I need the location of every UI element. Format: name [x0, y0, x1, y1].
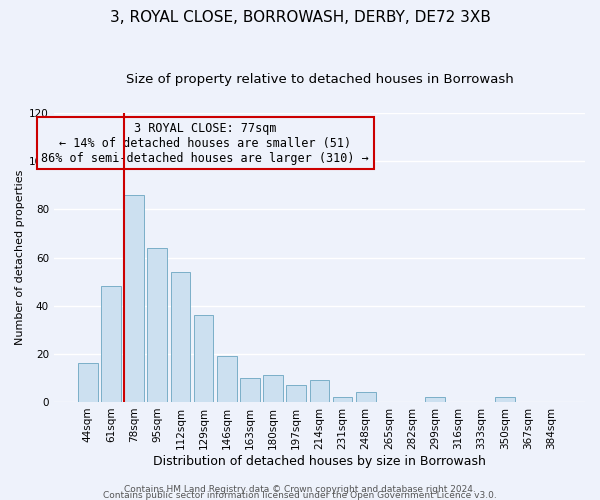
Bar [124, 195, 144, 402]
Text: Contains HM Land Registry data © Crown copyright and database right 2024.: Contains HM Land Registry data © Crown c… [124, 484, 476, 494]
Text: Contains public sector information licensed under the Open Government Licence v3: Contains public sector information licen… [103, 490, 497, 500]
Bar [148, 248, 167, 402]
Y-axis label: Number of detached properties: Number of detached properties [15, 170, 25, 345]
Bar [425, 397, 445, 402]
Bar [263, 376, 283, 402]
Bar [286, 385, 306, 402]
Bar [240, 378, 260, 402]
Bar [310, 380, 329, 402]
Text: 3 ROYAL CLOSE: 77sqm
← 14% of detached houses are smaller (51)
86% of semi-detac: 3 ROYAL CLOSE: 77sqm ← 14% of detached h… [41, 122, 369, 164]
Text: 3, ROYAL CLOSE, BORROWASH, DERBY, DE72 3XB: 3, ROYAL CLOSE, BORROWASH, DERBY, DE72 3… [110, 10, 490, 25]
X-axis label: Distribution of detached houses by size in Borrowash: Distribution of detached houses by size … [153, 454, 486, 468]
Bar [495, 397, 515, 402]
Bar [217, 356, 236, 402]
Bar [101, 286, 121, 402]
Bar [170, 272, 190, 402]
Bar [194, 316, 214, 402]
Bar [78, 364, 98, 402]
Bar [333, 397, 352, 402]
Title: Size of property relative to detached houses in Borrowash: Size of property relative to detached ho… [125, 72, 513, 86]
Bar [356, 392, 376, 402]
